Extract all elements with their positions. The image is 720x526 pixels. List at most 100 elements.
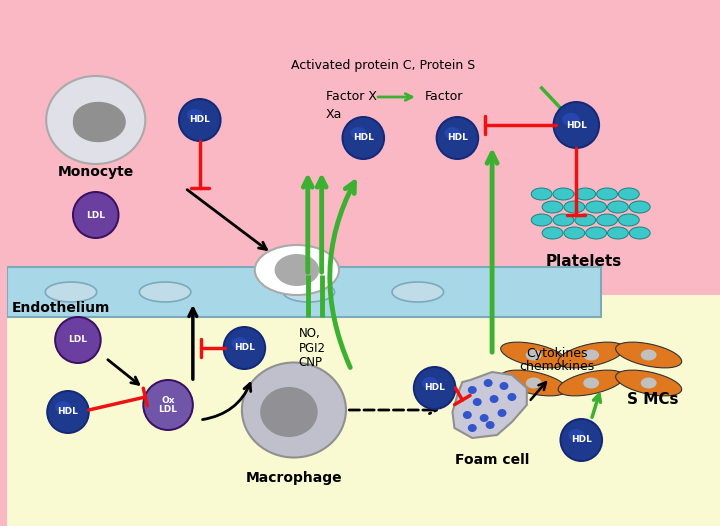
Text: HDL: HDL	[424, 383, 445, 392]
Ellipse shape	[480, 414, 489, 422]
Ellipse shape	[616, 370, 682, 396]
Text: Monocyte: Monocyte	[58, 165, 134, 179]
Ellipse shape	[72, 191, 120, 239]
Ellipse shape	[508, 393, 516, 401]
Ellipse shape	[232, 337, 248, 349]
Text: Endothelium: Endothelium	[12, 301, 110, 315]
Ellipse shape	[468, 424, 477, 432]
Text: NO,
PGI2
CNP: NO, PGI2 CNP	[299, 328, 326, 369]
Text: HDL: HDL	[189, 116, 210, 125]
Ellipse shape	[187, 109, 203, 121]
Text: Factor: Factor	[425, 90, 463, 104]
Text: S MCs: S MCs	[627, 392, 678, 408]
Text: Cytokines
chemokines: Cytokines chemokines	[519, 347, 594, 373]
Ellipse shape	[242, 362, 346, 458]
Ellipse shape	[564, 227, 585, 239]
Ellipse shape	[641, 378, 657, 389]
Ellipse shape	[498, 409, 506, 417]
Ellipse shape	[618, 188, 639, 200]
Ellipse shape	[260, 387, 318, 437]
Ellipse shape	[564, 201, 585, 213]
Ellipse shape	[562, 113, 580, 126]
Ellipse shape	[46, 76, 145, 164]
Text: LDL: LDL	[68, 336, 87, 345]
Ellipse shape	[74, 193, 117, 237]
Ellipse shape	[618, 214, 639, 226]
Ellipse shape	[283, 282, 335, 302]
Text: Foam cell: Foam cell	[455, 453, 529, 467]
Ellipse shape	[608, 227, 629, 239]
Ellipse shape	[46, 390, 90, 434]
Ellipse shape	[343, 118, 383, 158]
Text: LDL: LDL	[86, 210, 105, 219]
Ellipse shape	[568, 429, 584, 441]
Ellipse shape	[500, 382, 508, 390]
Ellipse shape	[144, 381, 192, 429]
Ellipse shape	[438, 118, 477, 158]
Text: Ox
LDL: Ox LDL	[158, 397, 178, 413]
Ellipse shape	[616, 342, 682, 368]
Ellipse shape	[500, 342, 567, 368]
Ellipse shape	[526, 378, 541, 389]
Ellipse shape	[143, 379, 194, 431]
Text: Macrophage: Macrophage	[246, 471, 342, 485]
Ellipse shape	[575, 214, 595, 226]
Ellipse shape	[629, 227, 650, 239]
Ellipse shape	[562, 420, 601, 460]
Ellipse shape	[526, 349, 541, 360]
Ellipse shape	[225, 328, 264, 368]
Text: HDL: HDL	[353, 134, 374, 143]
Ellipse shape	[468, 386, 477, 394]
Polygon shape	[452, 372, 527, 438]
Ellipse shape	[531, 188, 552, 200]
Bar	[6, 295, 720, 526]
Ellipse shape	[490, 395, 498, 403]
Ellipse shape	[554, 103, 598, 147]
Text: HDL: HDL	[58, 408, 78, 417]
Ellipse shape	[255, 245, 339, 295]
Ellipse shape	[222, 326, 266, 370]
Ellipse shape	[140, 282, 191, 302]
Text: HDL: HDL	[566, 120, 587, 129]
Text: Activated protein C, Protein S: Activated protein C, Protein S	[291, 58, 475, 72]
Ellipse shape	[583, 378, 599, 389]
Ellipse shape	[500, 370, 567, 396]
Ellipse shape	[586, 227, 606, 239]
Ellipse shape	[392, 282, 444, 302]
Ellipse shape	[486, 421, 495, 429]
Ellipse shape	[542, 227, 563, 239]
Ellipse shape	[553, 214, 574, 226]
Ellipse shape	[422, 377, 438, 389]
Ellipse shape	[180, 100, 220, 140]
Text: HDL: HDL	[234, 343, 255, 352]
Ellipse shape	[641, 349, 657, 360]
Ellipse shape	[608, 201, 629, 213]
Text: Platelets: Platelets	[545, 255, 621, 269]
Ellipse shape	[531, 214, 552, 226]
Ellipse shape	[444, 127, 460, 139]
Ellipse shape	[341, 116, 385, 160]
Ellipse shape	[48, 392, 88, 432]
Ellipse shape	[558, 370, 624, 396]
Ellipse shape	[484, 379, 492, 387]
Bar	[6, 267, 601, 317]
Text: HDL: HDL	[447, 134, 468, 143]
Ellipse shape	[575, 188, 595, 200]
Ellipse shape	[178, 98, 222, 142]
Ellipse shape	[586, 201, 606, 213]
Ellipse shape	[351, 127, 366, 139]
Ellipse shape	[436, 116, 480, 160]
Ellipse shape	[553, 188, 574, 200]
Polygon shape	[73, 103, 125, 141]
Ellipse shape	[55, 401, 71, 413]
Ellipse shape	[45, 282, 96, 302]
Ellipse shape	[597, 188, 618, 200]
Ellipse shape	[542, 201, 563, 213]
Ellipse shape	[415, 368, 454, 408]
Text: Factor X: Factor X	[325, 90, 377, 104]
Ellipse shape	[597, 214, 618, 226]
Text: HDL: HDL	[571, 436, 592, 444]
Ellipse shape	[552, 101, 600, 149]
Ellipse shape	[473, 398, 482, 406]
Ellipse shape	[559, 418, 603, 462]
